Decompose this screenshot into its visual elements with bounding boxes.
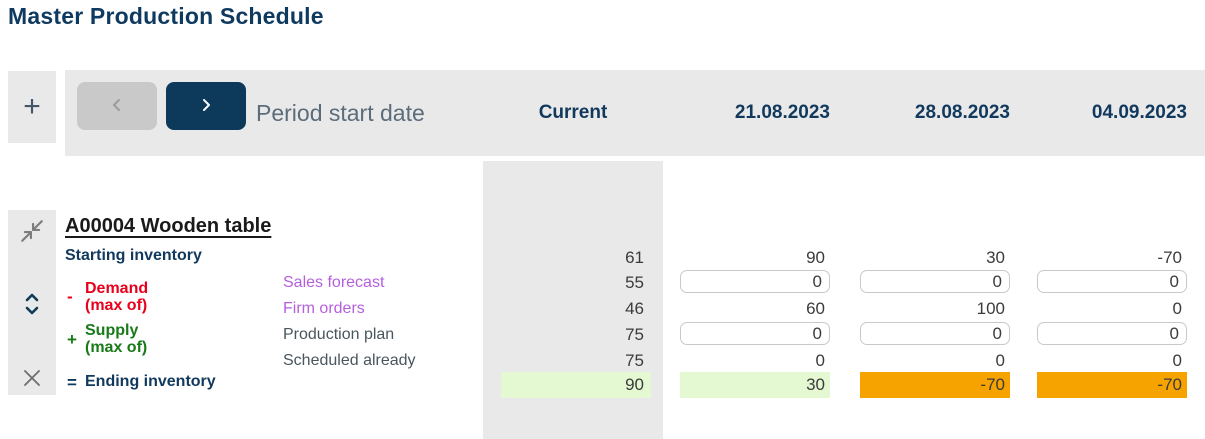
cell-ending-inventory-week1: 30 — [680, 372, 830, 398]
cell-ending-inventory-week2: -70 — [860, 372, 1010, 398]
column-header-date-3: 04.09.2023 — [1091, 102, 1187, 123]
cell-firm-orders-week3: 0 — [1172, 299, 1182, 318]
cell-firm-orders-week2: 100 — [976, 299, 1005, 318]
cell-production-plan-current: 75 — [625, 325, 644, 344]
sales-forecast-week3-input[interactable] — [1037, 270, 1187, 293]
up-down-chevrons-icon — [23, 292, 41, 321]
period-header-bar: Period start date Current 21.08.2023 28.… — [65, 70, 1205, 156]
add-item-button[interactable]: + — [8, 71, 56, 143]
cell-firm-orders-week1: 60 — [806, 299, 825, 318]
item-controls-panel — [8, 210, 56, 395]
page-title: Master Production Schedule — [8, 3, 324, 29]
row-label-production-plan: Production plan — [283, 326, 395, 343]
cell-ending-inventory-week3: -70 — [1037, 372, 1187, 398]
supply-plus-sign: + — [67, 330, 77, 349]
plus-icon: + — [23, 90, 41, 123]
chevron-left-icon — [109, 97, 125, 116]
cell-sales-forecast-week3 — [1037, 270, 1187, 294]
production-plan-week3-input[interactable] — [1037, 322, 1187, 345]
row-label-scheduled-already: Scheduled already — [283, 352, 416, 369]
collapse-arrows-icon — [19, 218, 45, 249]
cell-firm-orders-current: 46 — [625, 299, 644, 318]
sales-forecast-week2-input[interactable] — [860, 270, 1010, 293]
period-start-date-label: Period start date — [256, 99, 425, 126]
cell-sales-forecast-week2 — [860, 270, 1010, 294]
close-x-icon — [22, 368, 42, 393]
cell-starting-inventory-current: 61 — [625, 248, 644, 267]
sales-forecast-week1-input[interactable] — [680, 270, 830, 293]
cell-production-plan-week1 — [680, 322, 830, 346]
previous-period-button[interactable] — [77, 82, 157, 130]
cell-production-plan-week2 — [860, 322, 1010, 346]
cell-scheduled-already-week2: 0 — [995, 351, 1005, 370]
remove-item-button[interactable] — [8, 368, 56, 393]
row-label-sales-forecast: Sales forecast — [283, 274, 385, 291]
column-header-date-2: 28.08.2023 — [914, 102, 1010, 123]
row-label-firm-orders: Firm orders — [283, 300, 365, 317]
cell-scheduled-already-week3: 0 — [1172, 351, 1182, 370]
row-label-ending-inventory: Ending inventory — [85, 373, 216, 390]
cell-starting-inventory-week3: -70 — [1157, 248, 1182, 267]
row-label-demand: Demand (max of) — [85, 280, 149, 314]
cell-starting-inventory-week1: 90 — [806, 248, 825, 267]
cell-scheduled-already-week1: 0 — [815, 351, 825, 370]
column-header-date-1: 21.08.2023 — [734, 102, 830, 123]
cell-ending-inventory-current: 90 — [501, 372, 651, 398]
reorder-item-handle[interactable] — [8, 292, 56, 321]
next-period-button[interactable] — [166, 82, 246, 130]
demand-minus-sign: - — [67, 287, 73, 306]
item-name-link[interactable]: A00004 Wooden table — [65, 215, 272, 237]
production-plan-week2-input[interactable] — [860, 322, 1010, 345]
cell-sales-forecast-current: 55 — [625, 273, 644, 292]
cell-scheduled-already-current: 75 — [625, 351, 644, 370]
ending-equals-sign: = — [67, 373, 77, 392]
cell-production-plan-week3 — [1037, 322, 1187, 346]
chevron-right-icon — [198, 97, 214, 116]
collapse-item-button[interactable] — [8, 218, 56, 249]
row-label-starting-inventory: Starting inventory — [65, 247, 202, 264]
column-header-current: Current — [538, 102, 608, 123]
cell-starting-inventory-week2: 30 — [986, 248, 1005, 267]
row-label-supply: Supply (max of) — [85, 322, 148, 356]
production-plan-week1-input[interactable] — [680, 322, 830, 345]
cell-sales-forecast-week1 — [680, 270, 830, 294]
